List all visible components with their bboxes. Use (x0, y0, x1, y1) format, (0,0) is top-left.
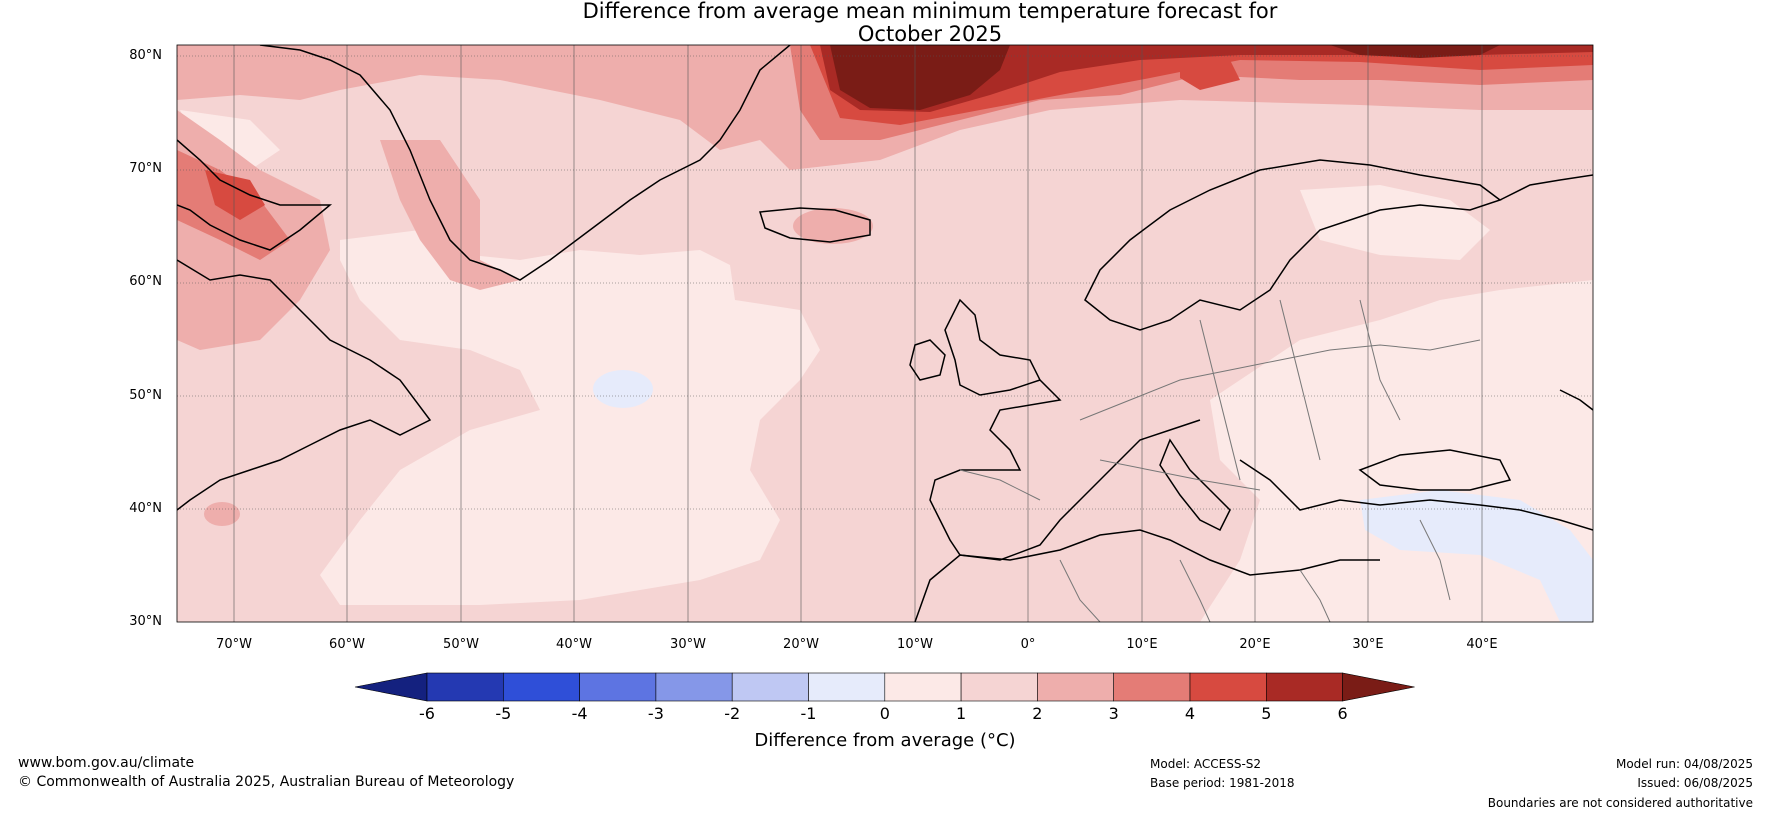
colorbar-bin (502, 672, 580, 702)
colorbar-tick-label: -5 (495, 704, 512, 723)
lon-tick-label: 70°W (216, 637, 252, 652)
country-borders (959, 299, 1481, 622)
lat-tick-label: 30°N (129, 614, 162, 629)
map-area (177, 45, 1593, 622)
lat-tick-label: 70°N (129, 161, 162, 176)
lat-tick-label: 50°N (129, 388, 162, 403)
colorbar-tick-label: 2 (1032, 704, 1043, 723)
colorbar-extend-high (1342, 672, 1415, 702)
colorbar-bin (731, 672, 809, 702)
anomaly-0-1-north (180, 110, 280, 170)
colorbar-tick-label: -4 (571, 704, 588, 723)
anomaly-5-6 (820, 45, 1593, 112)
model-text: Model: ACCESS-S2 (1150, 757, 1262, 771)
lon-tick-label: 60°W (329, 637, 365, 652)
lon-tick-label: 10°W (897, 637, 933, 652)
anomaly-2-3-blob (204, 502, 240, 526)
lon-tick-label: 50°W (443, 637, 479, 652)
colorbar-extend-low (354, 672, 428, 702)
colorbar-tick-label: 3 (1108, 704, 1119, 723)
colorbar-bin (884, 672, 962, 702)
graticule (177, 55, 1593, 510)
lat-tick-label: 40°N (129, 501, 162, 516)
anomaly-4-5-svalbard (1180, 60, 1240, 90)
lon-tick-label: 30°W (670, 637, 706, 652)
anomaly-4-5-baffin (205, 170, 265, 220)
anomaly-gt6-east-greenland (830, 45, 1010, 110)
colorbar-bin (960, 672, 1038, 702)
colorbar-bin (579, 672, 657, 702)
lon-tick-label: 0° (1020, 637, 1036, 652)
anomaly-neg-atlantic (593, 370, 653, 408)
colorbar-tick-label: -6 (419, 704, 435, 723)
website-link[interactable]: www.bom.gov.au/climate (18, 755, 195, 771)
colorbar-bin (1037, 672, 1115, 702)
anomaly-gt6-arctic (1330, 45, 1500, 58)
lon-tick-label: 30°E (1352, 637, 1384, 652)
lon-tick-label: 20°E (1239, 637, 1271, 652)
colorbar (354, 672, 1415, 702)
colorbar-tick-label: -2 (724, 704, 741, 723)
model-run-text: Model run: 04/08/2025 (1615, 757, 1753, 771)
colorbar-bin (1113, 672, 1191, 702)
anomaly-2-3-greenland (380, 140, 520, 290)
copyright-text: © Commonwealth of Australia 2025, Austra… (18, 774, 515, 790)
colorbar-tick-label: 5 (1261, 704, 1272, 723)
title-line2: October 2025 (857, 22, 1003, 46)
title-line1: Difference from average mean minimum tem… (582, 0, 1278, 23)
anomaly-0-1-atlantic (320, 230, 820, 605)
colorbar-label: Difference from average (°C) (754, 730, 1016, 751)
base-period-text: Base period: 1981-2018 (1150, 776, 1295, 790)
colorbar-bin (426, 672, 504, 702)
issued-text: Issued: 06/08/2025 (1637, 776, 1753, 790)
colorbar-bin (1266, 672, 1343, 702)
colorbar-bin (1189, 672, 1267, 702)
map-frame (176, 44, 1594, 623)
coastlines (177, 45, 1593, 622)
colorbar-tick-label: -3 (647, 704, 664, 723)
lon-tick-label: 10°E (1126, 637, 1158, 652)
colorbar-bin (655, 672, 733, 702)
colorbar-tick-label: 1 (956, 704, 967, 723)
colorbar-tick-label: 6 (1337, 704, 1348, 723)
lon-tick-label: 20°W (783, 637, 819, 652)
lat-tick-label: 60°N (129, 274, 162, 289)
lon-tick-label: 40°W (556, 637, 592, 652)
map-title: Difference from average mean minimum tem… (480, 0, 1380, 46)
colorbar-bin (808, 672, 886, 702)
anomaly-2-3-iceland (793, 208, 873, 244)
anomaly-0-1-scandinavia (1300, 185, 1490, 260)
anomaly-neg-caspian (1360, 490, 1593, 622)
lat-tick-label: 80°N (129, 48, 162, 63)
lon-tick-label: 40°E (1466, 637, 1498, 652)
colorbar-tick-label: -1 (800, 704, 817, 723)
colorbar-tick-label: 4 (1184, 704, 1196, 723)
disclaimer-text: Boundaries are not considered authoritat… (1487, 796, 1753, 810)
meridians (233, 45, 1483, 622)
colorbar-tick-label: 0 (879, 704, 890, 723)
